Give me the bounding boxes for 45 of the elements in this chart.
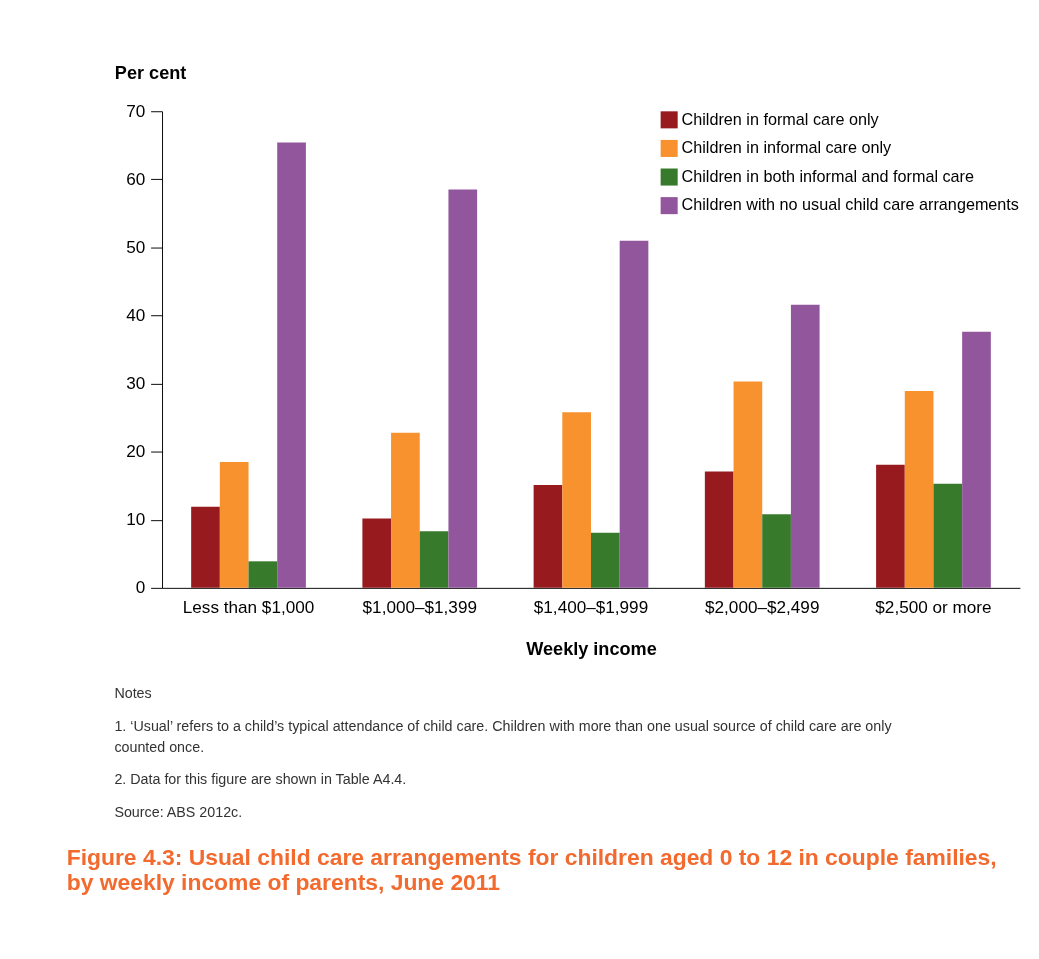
bar (419, 531, 449, 588)
x-tick-label: $2,500 or more (875, 597, 992, 618)
y-tick-label: 40 (126, 304, 146, 325)
bar (219, 461, 249, 588)
x-tick-label: $1,000–$1,399 (362, 597, 477, 618)
text: 1. ‘Usual’ refers to a child’s typical attendance of child care. Children with more than one usual source of child care are only counted once. (114, 717, 893, 755)
bar (619, 240, 649, 588)
y-tick-label: 60 (126, 168, 146, 189)
bar (876, 464, 905, 588)
y-tick-label: 10 (126, 509, 146, 530)
bar (962, 331, 991, 588)
bar (248, 561, 278, 588)
text: 2. Data for this figure are shown in Table A4.4. (114, 771, 407, 788)
y-tick-label: 0 (135, 577, 146, 598)
source-note: Source: ABS 2012c. (114, 803, 243, 820)
bar (790, 304, 820, 588)
bar (448, 189, 478, 588)
y-tick-label: 70 (126, 100, 146, 121)
legend-label: Children in both informal and formal care (681, 166, 974, 185)
x-tick-label: $1,400–$1,999 (533, 597, 649, 618)
x-axis-title: Weekly income (526, 639, 657, 660)
bar (762, 514, 791, 588)
bar (191, 506, 220, 588)
bar (277, 142, 306, 588)
text: Figure 4.3: Usual child care arrangements for children aged 0 to 12 in couple families, (66, 844, 997, 871)
y-tick-label: 30 (126, 372, 146, 393)
y-tick-label: 20 (126, 440, 146, 461)
bar (533, 485, 563, 588)
x-tick-label: $2,000–$2,499 (705, 597, 820, 618)
bar (904, 391, 934, 588)
bar (733, 381, 763, 588)
bar (590, 532, 620, 588)
bar (933, 483, 963, 588)
bar (704, 471, 734, 588)
bar (362, 518, 392, 588)
legend-label: Children in informal care only (681, 138, 893, 157)
legend-label: Children in formal care only (681, 109, 880, 128)
bar (562, 412, 591, 588)
bar (391, 432, 420, 588)
y-tick-label: 50 (126, 236, 146, 257)
text: by weekly income of parents, June 2011 (66, 869, 500, 896)
x-tick-label: Less than $1,000 (182, 597, 315, 618)
y-axis-title: Per cent (114, 63, 187, 84)
text: Notes (114, 685, 152, 702)
legend-label: Children with no usual child care arrangements (681, 195, 1019, 214)
